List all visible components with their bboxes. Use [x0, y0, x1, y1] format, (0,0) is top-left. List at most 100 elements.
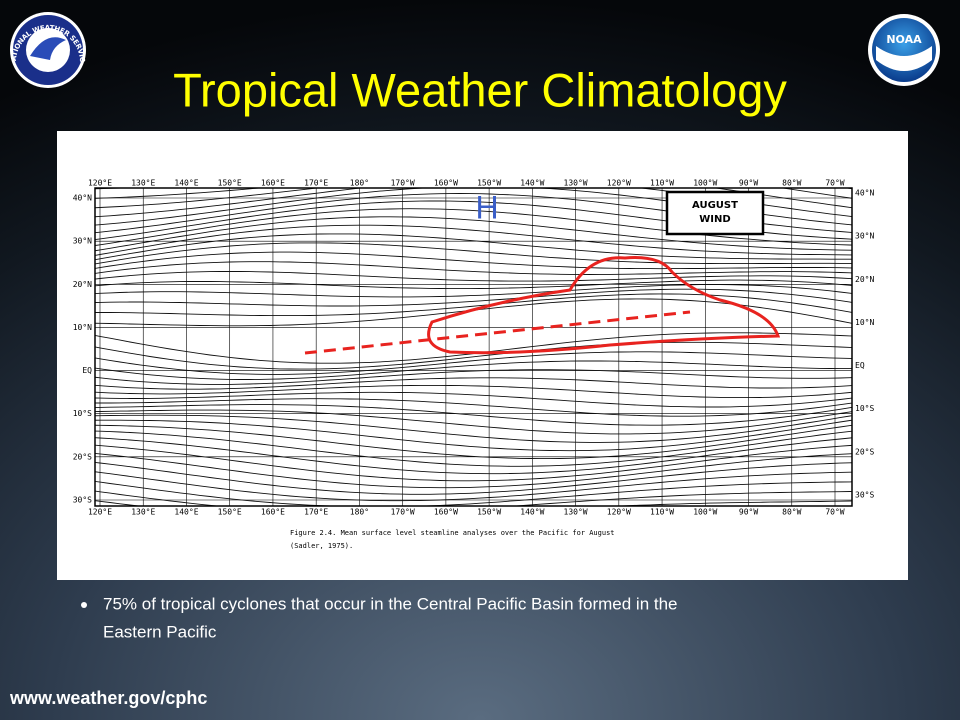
- streamlines: [95, 188, 852, 506]
- streamline: [95, 188, 852, 209]
- streamline: [95, 384, 852, 399]
- streamline: [95, 471, 852, 502]
- bottom-longitude: 150°E: [218, 508, 242, 517]
- top-longitude: 180°: [350, 179, 369, 188]
- map-caption: (Sadler, 1975).: [290, 542, 353, 550]
- streamline: [95, 233, 852, 261]
- streamline: [95, 419, 852, 452]
- streamline: [95, 452, 852, 489]
- streamline: [95, 444, 852, 482]
- bottom-longitude: 160°W: [434, 508, 458, 517]
- bottom-longitude: 170°E: [304, 508, 328, 517]
- high-marker: H: [475, 189, 498, 225]
- legend-line: AUGUST: [692, 200, 738, 211]
- streamline: [95, 216, 852, 252]
- left-latitude: 40°N: [73, 194, 92, 203]
- bullet-dot: [81, 602, 87, 608]
- right-latitude: 30°N: [855, 232, 874, 241]
- top-longitude: 100°W: [693, 179, 717, 188]
- top-longitude: 130°E: [131, 179, 155, 188]
- streamline: [95, 360, 852, 380]
- streamline: [95, 251, 852, 270]
- streamline: [95, 188, 852, 199]
- top-longitude: 140°W: [520, 179, 544, 188]
- streamline: [95, 398, 852, 417]
- left-latitude: 20°S: [73, 452, 92, 461]
- streamline: [95, 414, 852, 443]
- right-latitude: EQ: [855, 361, 865, 370]
- left-latitude: 30°S: [73, 496, 92, 505]
- left-latitude: EQ: [82, 366, 92, 375]
- streamline: [95, 224, 852, 256]
- streamline: [95, 271, 852, 282]
- legend-box: [665, 190, 765, 236]
- right-latitude: 20°N: [855, 275, 874, 284]
- bottom-longitude: 100°W: [693, 508, 717, 517]
- top-longitude: 160°E: [261, 179, 285, 188]
- top-longitude: 120°W: [607, 179, 631, 188]
- top-longitude: 90°W: [739, 179, 758, 188]
- top-longitude: 170°W: [391, 179, 415, 188]
- streamline: [95, 391, 852, 408]
- top-longitude: 110°W: [650, 179, 674, 188]
- map-labels: 120°E 130°E 140°E 150°E 160°E 170°E 180° 170°W 1…: [73, 179, 875, 517]
- bottom-longitude: 80°W: [782, 508, 801, 517]
- formation-region-outline: [427, 256, 781, 355]
- streamline: [95, 351, 852, 375]
- bottom-longitude: 90°W: [739, 508, 758, 517]
- bottom-longitude: 130°W: [564, 508, 588, 517]
- noaa-logo: NOAA: [868, 14, 940, 86]
- streamline: [95, 480, 852, 506]
- streamline: [95, 490, 852, 506]
- top-longitude: 70°W: [825, 179, 844, 188]
- bottom-longitude: 160°E: [261, 508, 285, 517]
- top-longitude: 150°E: [218, 179, 242, 188]
- streamline: [95, 279, 852, 290]
- streamline: [95, 409, 852, 435]
- streamline: [95, 341, 852, 370]
- streamline: [95, 461, 852, 495]
- bullet-text: 75% of tropical cyclones that occur in t…: [103, 594, 678, 613]
- bottom-longitude: 150°W: [477, 508, 501, 517]
- noaa-logo-text: NOAA: [886, 33, 922, 46]
- legend-line: WIND: [699, 214, 730, 225]
- right-latitude: 10°S: [855, 404, 874, 413]
- top-longitude: 130°W: [564, 179, 588, 188]
- bottom-longitude: 170°W: [391, 508, 415, 517]
- right-latitude: 20°S: [855, 447, 874, 456]
- streamline: [95, 242, 852, 265]
- right-latitude: 30°S: [855, 491, 874, 500]
- bottom-longitude: 140°W: [520, 508, 544, 517]
- footer-url: www.weather.gov/cphc: [9, 688, 207, 708]
- top-longitude: 160°W: [434, 179, 458, 188]
- streamline: [95, 430, 852, 467]
- bottom-longitude: 70°W: [825, 508, 844, 517]
- bullet-text: Eastern Pacific: [103, 622, 217, 641]
- bottom-longitude: 140°E: [174, 508, 198, 517]
- left-latitude: 10°N: [73, 323, 92, 332]
- streamline: [95, 500, 852, 506]
- top-longitude: 80°W: [782, 179, 801, 188]
- top-longitude: 170°E: [304, 179, 328, 188]
- streamline: [95, 377, 852, 390]
- left-latitude: 30°N: [73, 237, 92, 246]
- bottom-longitude: 110°W: [650, 508, 674, 517]
- top-longitude: 150°W: [477, 179, 501, 188]
- map-frame: [94, 187, 853, 507]
- top-longitude: 140°E: [174, 179, 198, 188]
- top-longitude: 120°E: [88, 179, 112, 188]
- slide-title: Tropical Weather Climatology: [173, 63, 787, 116]
- streamline: [95, 261, 852, 275]
- right-latitude: 10°N: [855, 318, 874, 327]
- map-caption: Figure 2.4. Mean surface level steamline…: [290, 529, 615, 537]
- streamline: [95, 424, 852, 460]
- bottom-longitude: 180°: [350, 508, 369, 517]
- bottom-longitude: 120°E: [88, 508, 112, 517]
- streamline: [95, 404, 852, 426]
- streamline: [95, 288, 852, 307]
- right-latitude: 40°N: [855, 189, 874, 198]
- bottom-longitude: 120°W: [607, 508, 631, 517]
- left-latitude: 10°S: [73, 409, 92, 418]
- streamline: [95, 284, 852, 298]
